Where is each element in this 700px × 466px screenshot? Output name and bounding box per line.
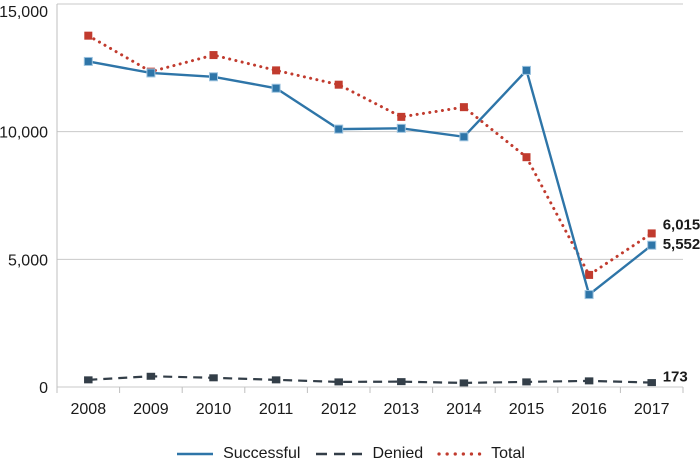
marker-total	[647, 229, 656, 238]
marker-successful	[271, 83, 281, 93]
x-tick-label: 2013	[384, 401, 420, 418]
x-tick-label: 2016	[571, 401, 607, 418]
y-tick-label: 0	[39, 380, 48, 397]
marker-denied	[209, 374, 218, 382]
marker-successful	[209, 72, 218, 82]
plot-area: 0 5,000 10,000 15,000 2008 2009 2010 2011 2012 20…	[0, 3, 700, 418]
legend-label-total: Total	[491, 445, 525, 462]
marker-successful	[83, 56, 93, 66]
legend-swatch-total	[437, 452, 483, 456]
marker-total	[209, 51, 218, 60]
series-denied: 173	[84, 369, 688, 387]
legend-label-denied: Denied	[372, 445, 424, 462]
marker-successful	[334, 124, 344, 134]
x-tick-label: 2010	[196, 401, 232, 418]
y-tick-label: 15,000	[0, 4, 48, 21]
series-line-denied	[88, 375, 652, 385]
end-label-denied: 173	[663, 369, 688, 386]
legend-swatch-denied	[316, 452, 363, 456]
marker-denied	[334, 378, 343, 386]
legend-item-total: Total	[437, 446, 525, 462]
marker-successful	[146, 68, 156, 78]
marker-successful	[522, 65, 531, 75]
x-tick-label: 2014	[446, 401, 482, 418]
legend-item-successful: Successful	[175, 446, 300, 462]
legend-swatch-successful	[177, 452, 214, 456]
end-label-total: 6,015	[663, 216, 700, 233]
legend-item-denied: Denied	[314, 446, 423, 462]
marker-total	[84, 31, 93, 40]
x-tick-label: 2011	[259, 401, 294, 418]
series-line-total	[86, 34, 654, 278]
marker-total	[585, 270, 594, 279]
marker-denied	[84, 376, 93, 384]
marker-denied	[647, 379, 656, 387]
marker-total	[397, 112, 406, 121]
marker-total	[334, 80, 343, 89]
marker-denied	[522, 378, 531, 386]
legend-label-successful: Successful	[223, 445, 301, 462]
x-tick-label: 2009	[133, 401, 169, 418]
x-tick-label: 2008	[71, 401, 107, 418]
y-tick-label: 10,000	[0, 125, 48, 142]
marker-successful	[647, 240, 657, 250]
marker-successful	[584, 290, 594, 300]
series-successful: 5,552	[83, 56, 700, 300]
legend: Successful Denied Total	[0, 442, 700, 466]
marker-denied	[459, 379, 469, 387]
series-line-successful	[88, 60, 653, 297]
x-tick-label: 2015	[509, 401, 545, 418]
marker-denied	[397, 378, 406, 386]
end-label-successful: 5,552	[663, 236, 700, 253]
marker-denied	[584, 377, 594, 385]
series-total: 6,015	[84, 31, 700, 279]
y-tick-label: 5,000	[8, 252, 48, 269]
marker-successful	[396, 123, 406, 133]
marker-total	[459, 103, 468, 112]
marker-successful	[459, 132, 469, 142]
marker-total	[272, 66, 281, 75]
marker-denied	[146, 372, 156, 380]
marker-total	[522, 153, 531, 162]
x-tick-label: 2012	[321, 401, 357, 418]
marker-denied	[271, 376, 281, 384]
x-tick-label: 2017	[634, 401, 670, 418]
